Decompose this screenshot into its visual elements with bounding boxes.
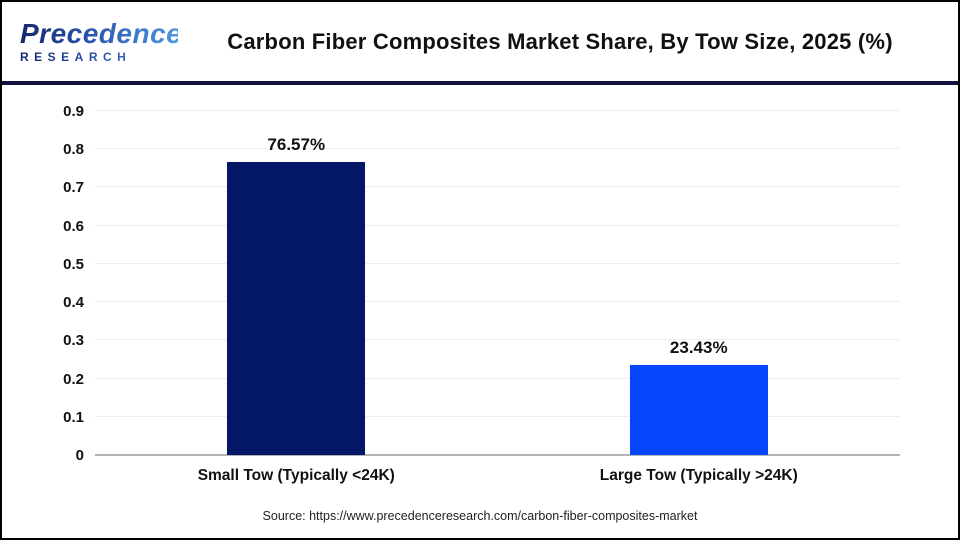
- gridline: [95, 262, 900, 264]
- brand-logo-word: Precedence: [20, 18, 183, 49]
- y-axis-tick-label: 0.6: [63, 217, 84, 235]
- x-axis-line: [95, 454, 900, 456]
- y-axis-tick-label: 0.5: [63, 255, 84, 273]
- x-axis-category-label: Small Tow (Typically <24K): [197, 467, 395, 484]
- source-note: Source: https://www.precedenceresearch.c…: [262, 509, 698, 523]
- y-axis-tick-label: 0.3: [63, 332, 84, 350]
- y-axis-tick-label: 0.1: [63, 408, 84, 426]
- y-axis-tick-label: 0.7: [63, 179, 84, 197]
- y-axis-tick-label: 0: [75, 447, 84, 464]
- y-axis-tick-label: 0.8: [63, 141, 84, 159]
- y-axis-tick-label: 0.2: [63, 370, 84, 388]
- x-axis-category-label: Large Tow (Typically >24K): [599, 467, 798, 484]
- gridline: [95, 339, 900, 341]
- brand-logo-subtitle: RESEARCH: [20, 51, 178, 63]
- bar-value-label: 76.57%: [267, 135, 326, 155]
- plot-area: 0 0.1 0.2 0.3 0.4 0.5 0.6 0.7 0.8 0.9 76.57% Small …: [63, 103, 900, 484]
- bar-value-label: 23.43%: [669, 338, 728, 358]
- y-axis-tick-label: 0.9: [63, 103, 84, 120]
- bar-2: [629, 365, 768, 455]
- gridline: [95, 224, 900, 226]
- chart-region: 0 0.1 0.2 0.3 0.4 0.5 0.6 0.7 0.8 0.9 76.57% Small …: [2, 85, 958, 532]
- bar-1: [227, 162, 366, 455]
- gridline: [95, 110, 900, 111]
- gridline: [95, 148, 900, 150]
- gridline: [95, 377, 900, 379]
- gridline: [95, 301, 900, 303]
- header: Precedence RESEARCH Carbon Fiber Composi…: [2, 2, 958, 85]
- gridline: [95, 415, 900, 417]
- y-axis-tick-label: 0.4: [63, 294, 84, 312]
- page-title: Carbon Fiber Composites Market Share, By…: [227, 28, 893, 54]
- gridline: [95, 186, 900, 188]
- brand-logo: Precedence RESEARCH: [20, 18, 183, 64]
